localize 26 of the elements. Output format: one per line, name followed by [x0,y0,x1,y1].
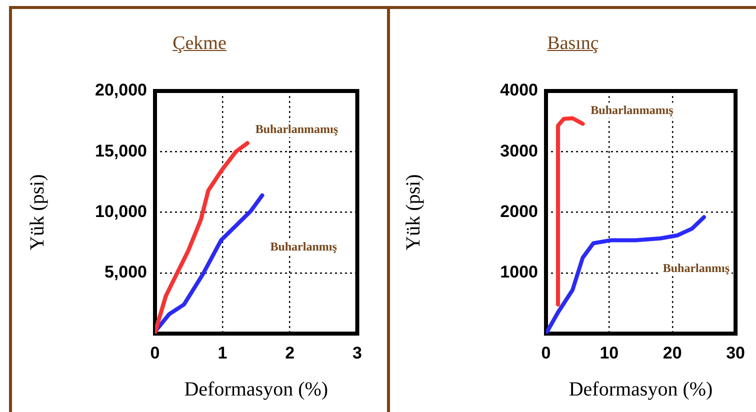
x-tick-label: 2 [285,343,295,362]
x-tick-label: 3 [352,343,362,362]
y-tick-label: 5,000 [104,262,147,282]
x-axis-title: Deformasyon (%) [184,378,328,400]
x-axis-title: Deformasyon (%) [568,378,713,400]
y-tick-label: 2000 [500,202,538,221]
y-tick-label: 3000 [500,141,538,160]
x-tick-label: 1 [218,343,228,362]
x-tick-label: 0 [541,343,551,362]
y-axis-title: Yük (psi) [26,174,48,250]
series-label: Buharlanmamış [255,122,338,136]
x-tick-label: 30 [726,343,746,362]
chart-title: Çekme [172,33,228,55]
y-axis-title: Yük (psi) [402,174,424,250]
x-tick-label: 20 [662,343,682,362]
y-tick-label: 20,000 [95,80,147,100]
series-label: Buharlanmamış [590,102,674,117]
y-tick-label: 4000 [500,80,538,100]
y-tick-label: 10,000 [95,202,147,221]
series-label: Buharlanmış [662,261,730,276]
text: Buharlanmış [270,239,338,254]
x-tick-label: 10 [600,343,619,362]
x-tick-label: 0 [150,343,160,362]
y-tick-label: 1000 [500,262,538,282]
chart-title: Basınç [546,33,600,55]
y-tick-label: 15,000 [95,141,147,160]
